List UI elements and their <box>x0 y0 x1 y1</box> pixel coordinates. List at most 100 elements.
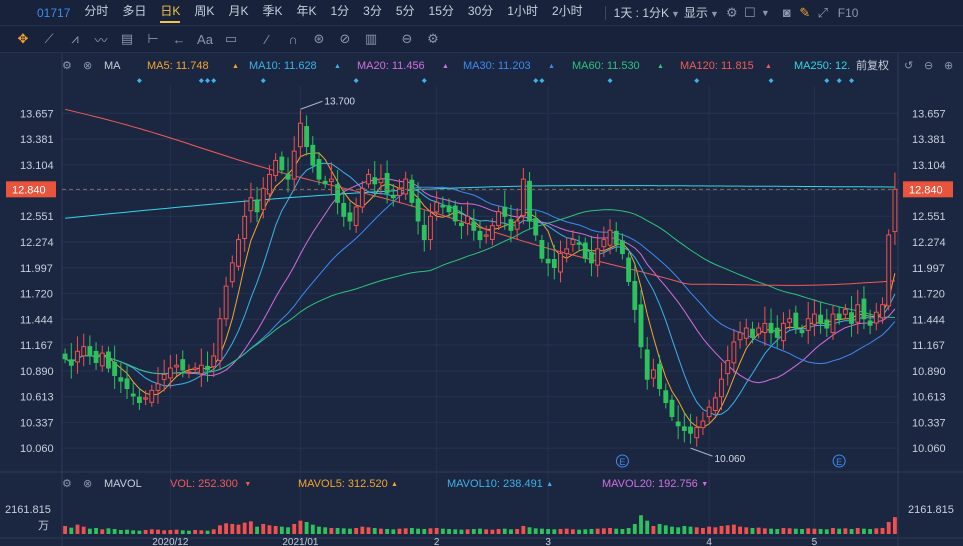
candle[interactable] <box>818 302 824 334</box>
period-tab[interactable]: 年K <box>296 4 317 18</box>
period-tab[interactable]: 2小时 <box>551 4 583 18</box>
expand-icon[interactable]: ⤢ <box>817 4 828 20</box>
candle[interactable] <box>130 382 136 405</box>
candles[interactable] <box>62 110 898 447</box>
candle[interactable] <box>347 201 353 230</box>
candle[interactable] <box>719 362 724 411</box>
candle[interactable] <box>155 367 161 404</box>
candle[interactable] <box>725 345 731 386</box>
candle[interactable] <box>657 355 663 396</box>
candle[interactable] <box>421 210 427 252</box>
candle[interactable] <box>372 161 378 198</box>
candle[interactable] <box>675 405 681 440</box>
candle[interactable] <box>279 151 285 175</box>
candle[interactable] <box>403 171 409 200</box>
candle[interactable] <box>502 190 508 230</box>
candle[interactable] <box>322 175 328 189</box>
close-icon[interactable]: ⊗ <box>83 60 92 72</box>
candle[interactable] <box>520 167 526 225</box>
candle[interactable] <box>496 206 501 231</box>
measure-icon[interactable]: ⊢ <box>147 31 159 46</box>
candle[interactable] <box>514 207 520 240</box>
candle[interactable] <box>273 153 279 182</box>
candle[interactable] <box>774 315 780 348</box>
candle[interactable] <box>186 364 192 379</box>
magnet-icon[interactable]: ∩ <box>288 31 298 47</box>
candle[interactable] <box>310 136 316 173</box>
candle[interactable] <box>75 336 80 374</box>
candle[interactable] <box>681 411 687 443</box>
candle[interactable] <box>799 324 805 338</box>
candle[interactable] <box>527 172 532 229</box>
candle[interactable] <box>366 168 371 189</box>
candle[interactable] <box>167 355 173 389</box>
candle[interactable] <box>180 350 186 378</box>
link-icon[interactable]: ⊖ <box>401 31 413 46</box>
candle[interactable] <box>570 230 576 252</box>
candle[interactable] <box>106 346 111 373</box>
candle[interactable] <box>452 200 458 226</box>
candle[interactable] <box>149 384 155 407</box>
wave-icon[interactable]: 〰 <box>94 32 108 48</box>
gear-icon[interactable]: ⚙ <box>62 478 72 490</box>
candle[interactable] <box>601 226 607 258</box>
period-tab[interactable]: 30分 <box>467 4 494 18</box>
candle[interactable] <box>787 309 793 330</box>
zoom-out-icon[interactable]: ⊖ <box>924 60 933 72</box>
settings-icon[interactable]: ⚙ <box>427 31 439 46</box>
candle[interactable] <box>781 312 786 350</box>
candle[interactable] <box>880 297 885 324</box>
candle[interactable] <box>62 348 68 364</box>
candle[interactable] <box>632 264 638 323</box>
ruler-icon[interactable]: ∕ <box>265 31 269 47</box>
period-tab[interactable]: 15分 <box>428 4 454 18</box>
line-icon[interactable]: ⟋ <box>44 31 54 46</box>
candle[interactable] <box>304 115 310 156</box>
candle[interactable] <box>620 233 625 260</box>
candle[interactable] <box>842 303 848 319</box>
candle[interactable] <box>440 196 446 215</box>
period-tab[interactable]: 1小时 <box>507 4 538 18</box>
candle[interactable] <box>892 172 898 245</box>
candle[interactable] <box>124 365 130 399</box>
candle[interactable] <box>756 322 762 339</box>
candle[interactable] <box>217 307 223 370</box>
candle[interactable] <box>743 318 749 346</box>
candle[interactable] <box>830 304 836 340</box>
candle[interactable] <box>551 244 557 280</box>
candle[interactable] <box>285 157 291 193</box>
text-icon[interactable]: Aa <box>197 31 213 47</box>
candle[interactable] <box>446 198 452 218</box>
candle[interactable] <box>669 394 675 421</box>
candle[interactable] <box>737 321 743 349</box>
gear-icon[interactable]: ⚙ <box>726 4 738 20</box>
candle[interactable] <box>558 240 563 283</box>
f10-button[interactable]: F10 <box>837 5 859 20</box>
candle[interactable] <box>459 206 464 240</box>
candle[interactable] <box>483 225 489 244</box>
indicator-name[interactable]: MA <box>104 60 121 72</box>
candle[interactable] <box>267 165 272 202</box>
gear-icon[interactable]: ⚙ <box>62 60 72 72</box>
candle[interactable] <box>644 336 650 390</box>
period-tab[interactable]: 分时 <box>84 4 109 18</box>
period-tab[interactable]: 周K <box>194 4 215 18</box>
candle[interactable] <box>260 177 266 219</box>
candle[interactable] <box>688 414 693 444</box>
candle[interactable] <box>471 208 477 241</box>
candle[interactable] <box>341 190 347 227</box>
candle[interactable] <box>855 289 861 335</box>
fib-icon[interactable]: ▤ <box>120 31 134 46</box>
period-tab[interactable]: 月K <box>228 4 249 18</box>
candle[interactable] <box>143 390 149 406</box>
adjust-label[interactable]: 前复权 <box>856 58 889 72</box>
candle[interactable] <box>545 242 551 277</box>
candle[interactable] <box>242 199 248 252</box>
candle[interactable] <box>198 348 204 388</box>
candle[interactable] <box>316 152 322 186</box>
candle[interactable] <box>415 182 421 235</box>
candle[interactable] <box>576 235 582 251</box>
candle[interactable] <box>750 321 755 344</box>
candle[interactable] <box>81 333 87 367</box>
trash-icon[interactable]: ▥ <box>364 31 378 46</box>
